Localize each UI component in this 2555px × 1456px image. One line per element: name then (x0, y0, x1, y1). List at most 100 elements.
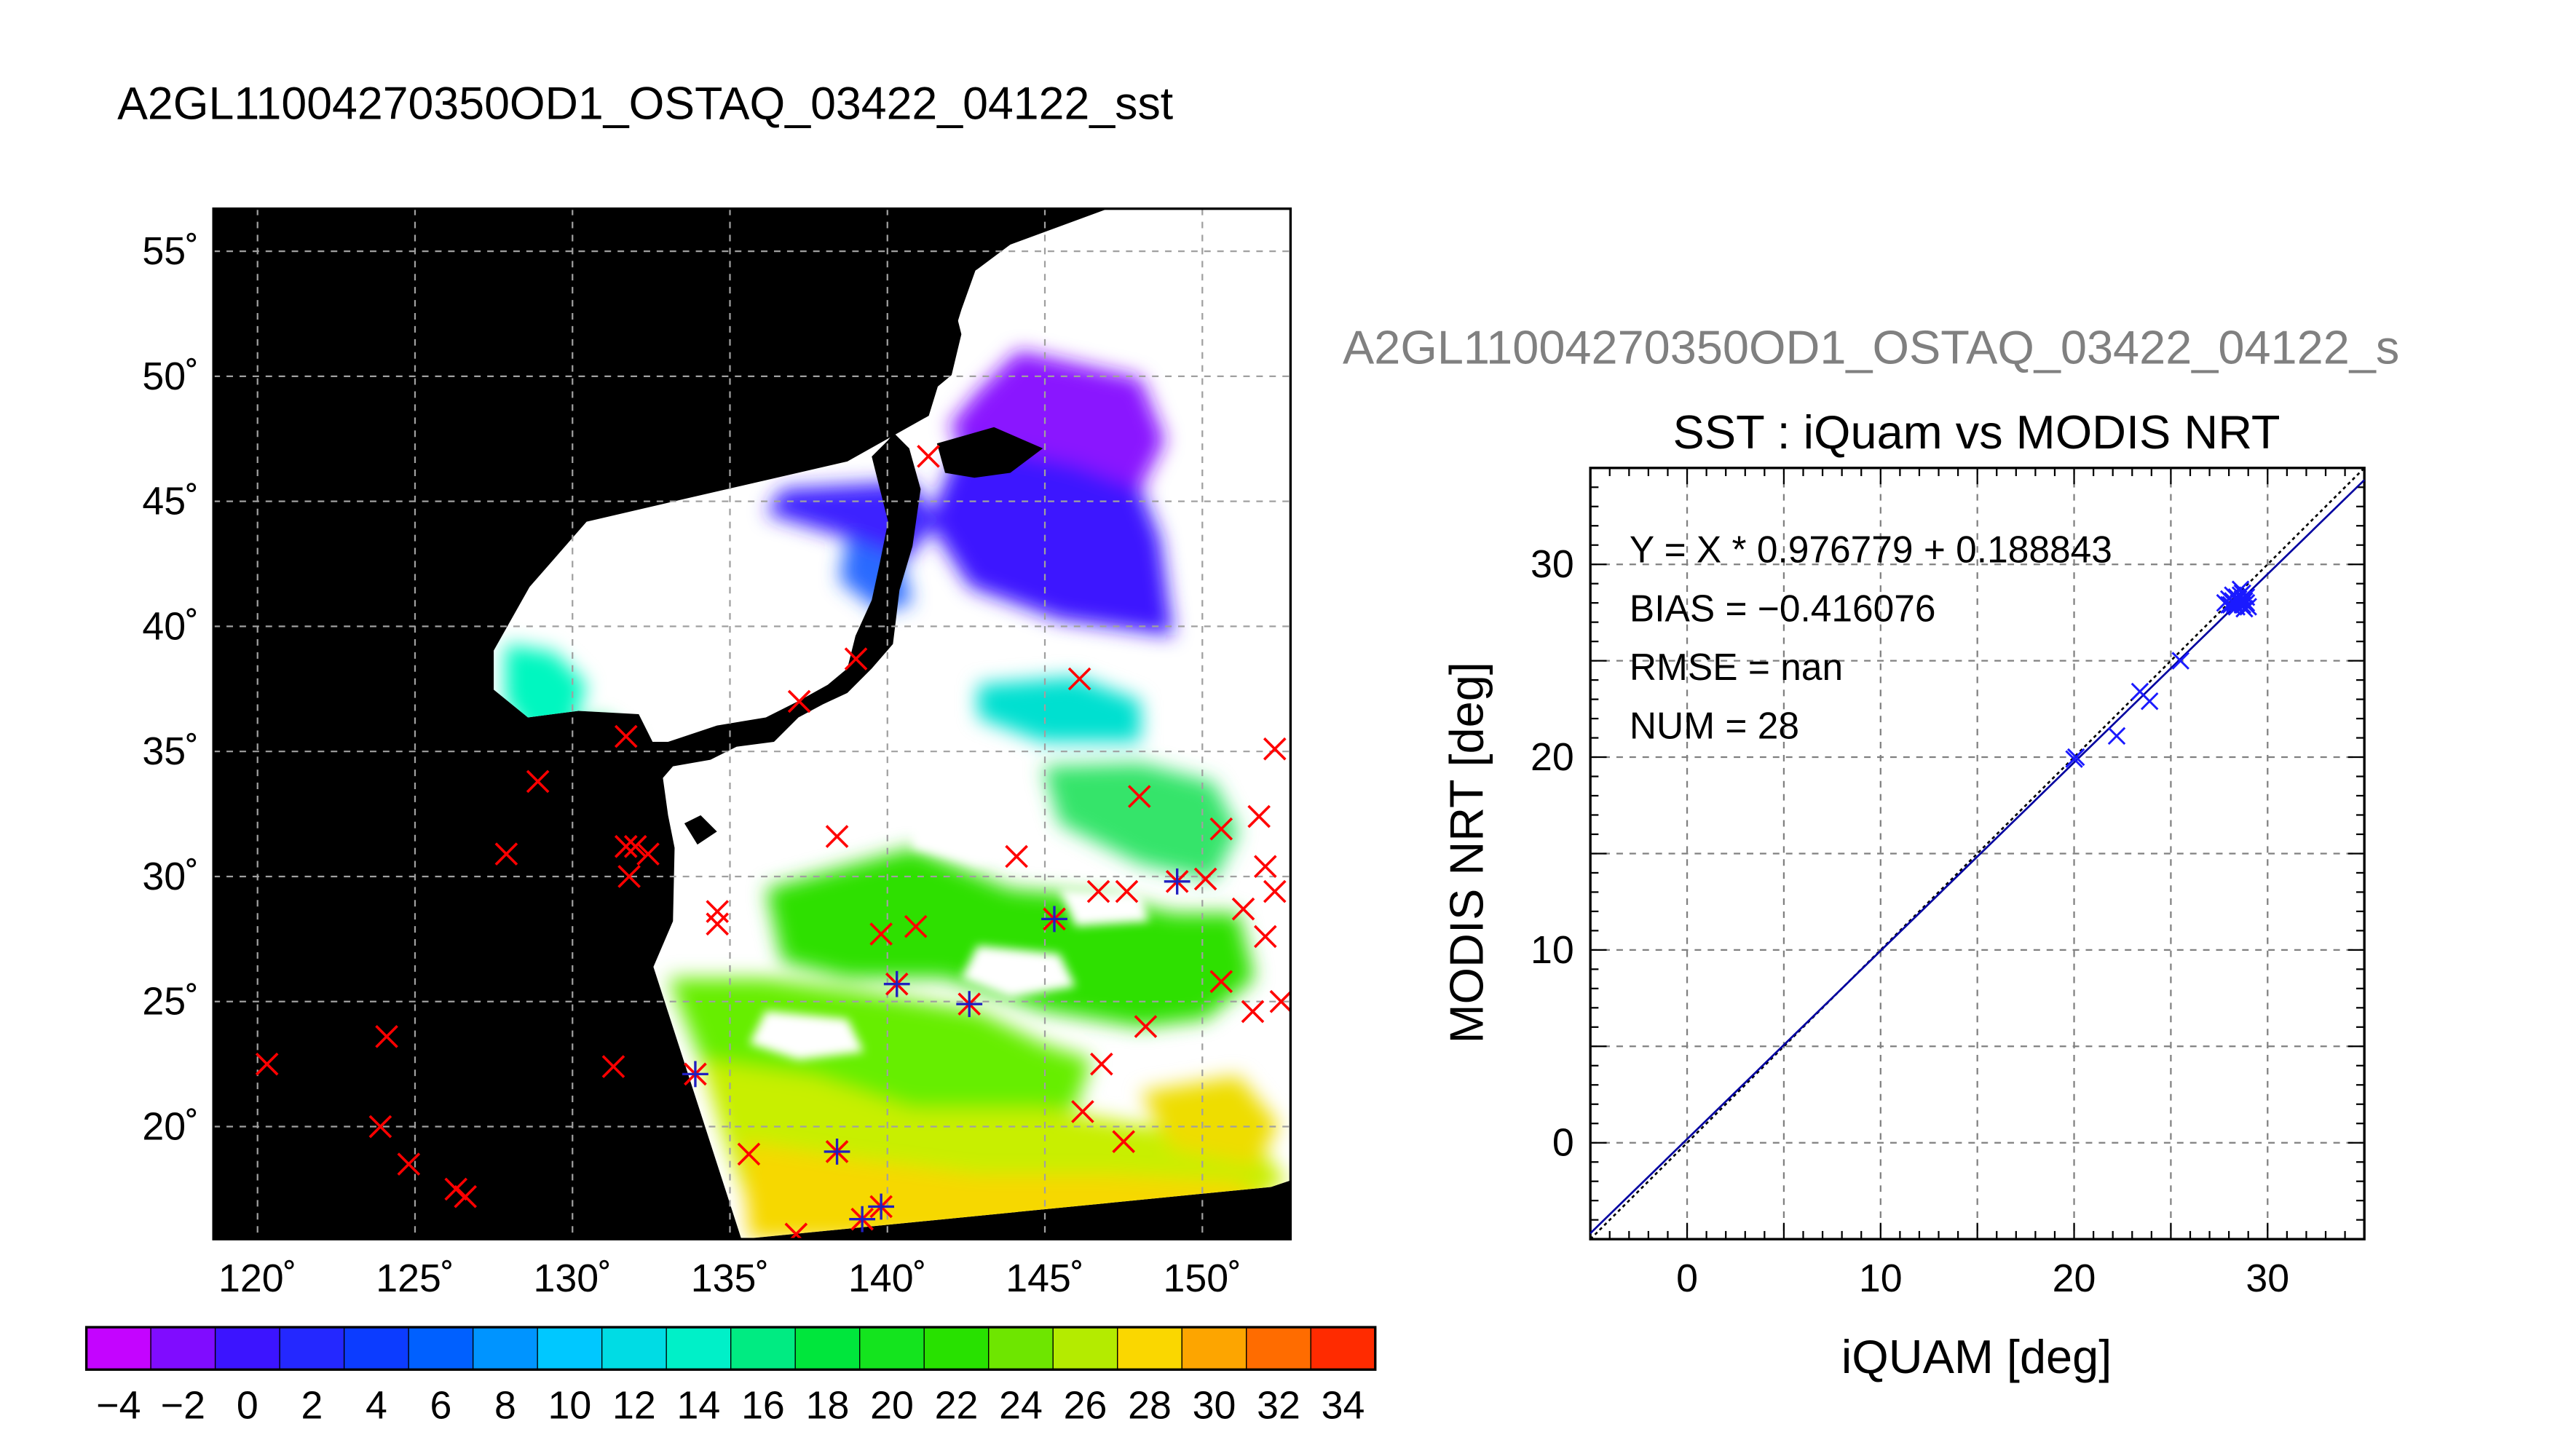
station-marker-red (1269, 989, 1291, 1013)
map-y-tick-label: 20˚ (142, 1104, 199, 1148)
colorbar-cell (1117, 1326, 1182, 1370)
station-marker-red (737, 1142, 761, 1166)
station-marker-red (1241, 1000, 1265, 1024)
scatter-point (2140, 692, 2159, 711)
colorbar-label: 4 (366, 1383, 387, 1427)
scatter-points (2065, 580, 2257, 768)
station-marker-red (1090, 1052, 1113, 1076)
station-marker-red (1086, 879, 1110, 903)
map-y-tick-label: 30˚ (142, 855, 199, 898)
station-marker-red (1067, 667, 1091, 691)
map-y-tick-label: 50˚ (142, 355, 199, 398)
station-marker-red (1247, 804, 1271, 828)
map-x-tick-label: 145˚ (1006, 1257, 1083, 1300)
station-marker-red (636, 842, 660, 866)
station-marker-red (1253, 855, 1277, 879)
map-y-tick-label: 25˚ (142, 980, 199, 1024)
station-marker-red (1209, 817, 1233, 841)
station-marker-blue (682, 1061, 708, 1088)
station-marker-blue (824, 1138, 850, 1165)
colorbar-label: 10 (548, 1383, 592, 1427)
station-marker-red (617, 865, 641, 888)
colorbar-label: 12 (612, 1383, 656, 1427)
scatter-plot: SST : iQuam vs MODIS NRT 0 10 20 30 0 10 20 30… (1440, 405, 2366, 1383)
map-x-tick-label: 130˚ (533, 1257, 611, 1300)
scatter-y-tick-label: 30 (1531, 542, 1574, 586)
station-marker-red (784, 1222, 808, 1240)
scatter-y-tick-label: 10 (1531, 928, 1574, 972)
sst-map: 120˚ 125˚ 130˚ 135˚ 140˚ 145˚ 150˚ 20˚ 25˚ 30˚ 35… (142, 207, 1292, 1300)
colorbar: −4 −2 0 2 4 6 8 10 12 14 16 18 20 22 24 26 28 30 32 34 (84, 1326, 1377, 1427)
station-marker-red (1115, 879, 1139, 903)
colorbar-label: 24 (999, 1383, 1043, 1427)
figure-subtitle: A2GL11004270350OD1_OSTAQ_03422_04122_s (1343, 320, 2399, 373)
colorbar-label: 0 (237, 1383, 258, 1427)
scatter-x-tick-label: 30 (2246, 1257, 2289, 1300)
station-marker-red (614, 834, 638, 858)
colorbar-cell (408, 1326, 474, 1370)
station-marker-blue (1164, 868, 1190, 895)
scatter-point (2225, 596, 2244, 614)
station-marker-blue (849, 1206, 876, 1233)
station-marker-red (904, 914, 928, 938)
station-marker-red (255, 1052, 279, 1076)
colorbar-label: 14 (677, 1383, 721, 1427)
map-y-axis: 20˚ 25˚ 30˚ 35˚ 40˚ 45˚ 50˚ 55˚ (142, 229, 199, 1148)
map-y-tick-label: 40˚ (142, 604, 199, 648)
map-y-tick-label: 55˚ (142, 229, 199, 273)
colorbar-label: 18 (806, 1383, 850, 1427)
station-marker-blue (1041, 906, 1067, 933)
station-marker-red (1209, 970, 1233, 994)
colorbar-label: 8 (494, 1383, 516, 1427)
station-marker-red (917, 444, 940, 468)
colorbar-cell (150, 1326, 216, 1370)
map-x-tick-label: 150˚ (1164, 1257, 1241, 1300)
station-marker-red (614, 724, 638, 748)
colorbar-label: −4 (96, 1383, 141, 1427)
map-frame (212, 207, 1292, 1241)
colorbar-cell (1052, 1326, 1118, 1370)
colorbar-cell (537, 1326, 603, 1370)
station-marker-blue (883, 970, 910, 997)
scatter-title: SST : iQuam vs MODIS NRT (1673, 405, 2280, 459)
colorbar-cell (601, 1326, 667, 1370)
map-graticule (213, 208, 1291, 1240)
station-marker-red (397, 1152, 421, 1176)
station-marker-red (1231, 897, 1255, 921)
map-x-tick-label: 120˚ (218, 1257, 296, 1300)
colorbar-label: 34 (1322, 1383, 1365, 1427)
station-marker-red (869, 922, 893, 946)
stat-num: NUM = 28 (1630, 705, 1799, 747)
colorbar-cell (730, 1326, 796, 1370)
scatter-y-tick-label: 20 (1531, 735, 1574, 779)
map-y-tick-label: 35˚ (142, 729, 199, 773)
scatter-x-label: iQUAM [deg] (1841, 1330, 2112, 1383)
station-marker-red (1263, 737, 1287, 761)
scatter-point (2107, 727, 2126, 745)
scatter-x-tick-label: 10 (1859, 1257, 1903, 1300)
station-marker-red (825, 825, 849, 848)
colorbar-cell (214, 1326, 280, 1370)
station-marker-red (1134, 1015, 1158, 1038)
scatter-point (2066, 748, 2085, 767)
colorbar-cell (923, 1326, 990, 1370)
scatter-x-tick-label: 20 (2053, 1257, 2096, 1300)
scatter-point (2233, 590, 2251, 609)
station-marker-red (706, 912, 730, 936)
station-marker-blue (868, 1193, 895, 1220)
scatter-y-tick-label: 0 (1552, 1121, 1574, 1165)
colorbar-cell (1246, 1326, 1311, 1370)
colorbar-cell (279, 1326, 345, 1370)
colorbar-label: 16 (741, 1383, 785, 1427)
station-marker-red (1071, 1100, 1094, 1123)
station-marker-blue (956, 991, 983, 1018)
map-x-tick-label: 140˚ (848, 1257, 926, 1300)
station-marker-red (623, 834, 647, 858)
map-x-tick-label: 135˚ (691, 1257, 769, 1300)
scatter-y-axis: 0 10 20 30 (1531, 542, 1574, 1165)
colorbar-label: 30 (1193, 1383, 1236, 1427)
scatter-y-label: MODIS NRT [deg] (1440, 662, 1493, 1043)
colorbar-cell (85, 1326, 151, 1370)
station-marker-red (1112, 1130, 1135, 1153)
